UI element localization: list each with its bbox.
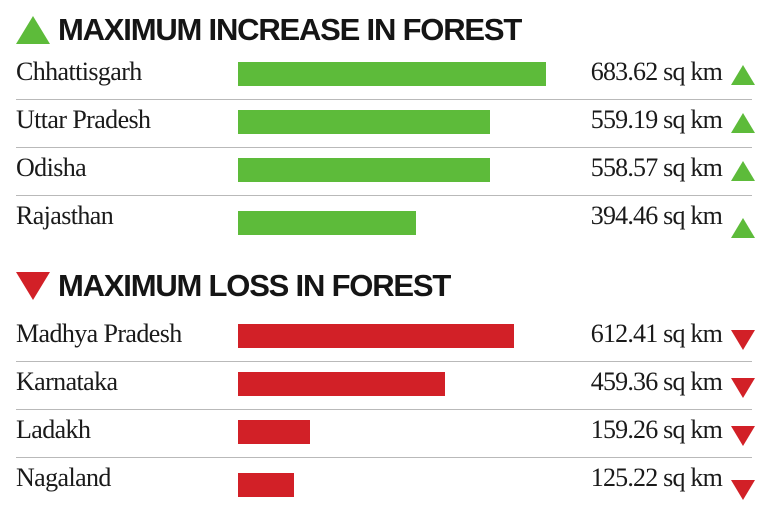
triangle-up-icon <box>731 161 755 181</box>
bar <box>238 158 490 182</box>
triangle-up-icon <box>731 218 755 238</box>
value-label: 683.62 sq km <box>590 57 723 86</box>
value-label: 558.57 sq km <box>590 153 723 182</box>
triangle-down-icon <box>731 480 755 500</box>
row-divider <box>16 195 752 196</box>
bar-row: Uttar Pradesh 559.19 sq km <box>0 100 774 148</box>
triangle-down-icon <box>731 426 755 446</box>
category-label: Nagaland <box>16 463 111 492</box>
value-label: 159.26 sq km <box>590 415 723 444</box>
category-label: Rajasthan <box>16 201 114 230</box>
value-label: 612.41 sq km <box>590 319 723 348</box>
bar <box>238 372 445 396</box>
triangle-up-icon <box>731 65 755 85</box>
row-divider <box>16 147 752 148</box>
category-label: Karnataka <box>16 367 118 396</box>
bar-row: Ladakh 159.26 sq km <box>0 410 774 458</box>
category-label: Madhya Pradesh <box>16 319 182 348</box>
loss-heading: MAXIMUM LOSS IN FOREST <box>16 262 756 310</box>
loss-title: MAXIMUM LOSS IN FOREST <box>58 268 451 303</box>
category-label: Chhattisgarh <box>16 57 142 86</box>
bar <box>238 473 294 497</box>
bar-row: Odisha 558.57 sq km <box>0 148 774 196</box>
bar-row: Karnataka 459.36 sq km <box>0 362 774 410</box>
bar-row: Rajasthan 394.46 sq km <box>0 196 774 244</box>
category-label: Odisha <box>16 153 87 182</box>
triangle-up-icon <box>731 113 755 133</box>
triangle-down-icon <box>16 272 50 300</box>
increase-heading: MAXIMUM INCREASE IN FOREST <box>16 6 756 54</box>
triangle-up-icon <box>16 16 50 44</box>
value-label: 459.36 sq km <box>590 367 723 396</box>
triangle-down-icon <box>731 330 755 350</box>
value-label: 559.19 sq km <box>590 105 723 134</box>
category-label: Uttar Pradesh <box>16 105 151 134</box>
bar <box>238 211 416 235</box>
bar <box>238 62 546 86</box>
increase-title: MAXIMUM INCREASE IN FOREST <box>58 12 522 47</box>
row-divider <box>16 457 752 458</box>
bar <box>238 420 310 444</box>
row-divider <box>16 361 752 362</box>
bar-row: Chhattisgarh 683.62 sq km <box>0 52 774 100</box>
bar <box>238 110 490 134</box>
value-label: 125.22 sq km <box>590 463 723 492</box>
bar <box>238 324 514 348</box>
value-label: 394.46 sq km <box>590 201 723 230</box>
category-label: Ladakh <box>16 415 91 444</box>
row-divider <box>16 409 752 410</box>
row-divider <box>16 99 752 100</box>
bar-row: Madhya Pradesh 612.41 sq km <box>0 314 774 362</box>
triangle-down-icon <box>731 378 755 398</box>
bar-row: Nagaland 125.22 sq km <box>0 458 774 506</box>
